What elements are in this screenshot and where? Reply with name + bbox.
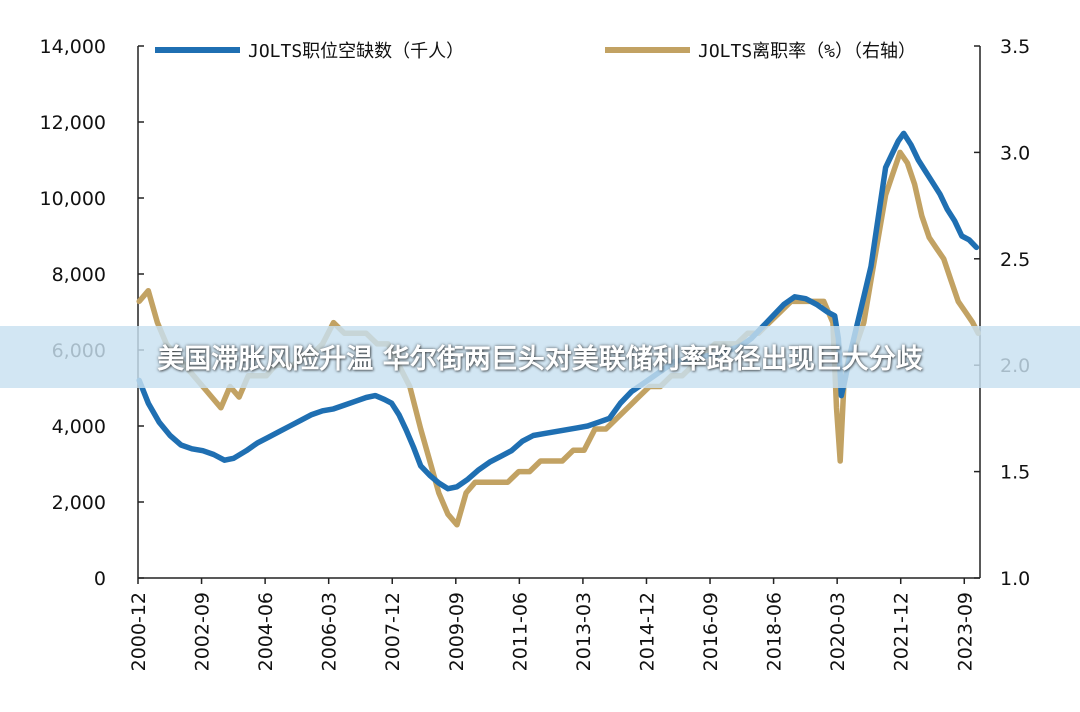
- legend-label-quits: JOLTS离职率（%）（右轴）: [698, 41, 916, 62]
- left-tick-label: 4,000: [52, 416, 106, 438]
- right-tick-label: 1.5: [1000, 462, 1030, 484]
- x-tick-label: 2021-12: [891, 592, 913, 671]
- left-tick-label: 10,000: [40, 188, 106, 210]
- x-tick-label: 2020-03: [827, 592, 849, 671]
- right-tick-label: 3.0: [1000, 142, 1030, 164]
- x-tick-label: 2013-03: [573, 592, 595, 671]
- right-axis-ticks: 1.01.52.02.53.03.5: [974, 36, 1030, 590]
- x-tick-label: 2002-09: [192, 592, 214, 671]
- left-tick-label: 14,000: [40, 36, 106, 58]
- right-tick-label: 1.0: [1000, 568, 1030, 590]
- left-tick-label: 2,000: [52, 492, 106, 514]
- x-tick-label: 2014-12: [636, 592, 658, 671]
- x-tick-label: 2023-09: [954, 592, 976, 671]
- right-tick-label: 2.5: [1000, 249, 1030, 271]
- x-tick-label: 2011-06: [509, 592, 531, 671]
- x-axis-ticks: 2000-12 2002-09 2004-06 2006-03 2007-12 2009-…: [128, 578, 976, 671]
- series-line-openings: [136, 130, 980, 492]
- right-tick-label: 3.5: [1000, 36, 1030, 58]
- x-tick-label: 2004-06: [255, 592, 277, 671]
- x-tick-label: 2007-12: [382, 592, 404, 671]
- legend-label-openings: JOLTS职位空缺数（千人）: [248, 41, 464, 62]
- plot-frame: [137, 46, 981, 579]
- left-tick-label: 0: [94, 568, 106, 590]
- left-tick-label: 8,000: [52, 264, 106, 286]
- x-tick-label: 2018-06: [764, 592, 786, 671]
- x-tick-label: 2006-03: [319, 592, 341, 671]
- headline-banner: [0, 326, 1080, 388]
- left-tick-label: 12,000: [40, 112, 106, 134]
- x-tick-label: 2016-09: [700, 592, 722, 671]
- x-tick-label: 2000-12: [128, 592, 150, 671]
- x-tick-label: 2009-09: [446, 592, 468, 671]
- headline-text: 美国滞胀风险升温 华尔街两巨头对美联储利率路径出现巨大分歧: [157, 344, 923, 375]
- legend: JOLTS职位空缺数（千人） JOLTS离职率（%）（右轴）: [155, 41, 916, 62]
